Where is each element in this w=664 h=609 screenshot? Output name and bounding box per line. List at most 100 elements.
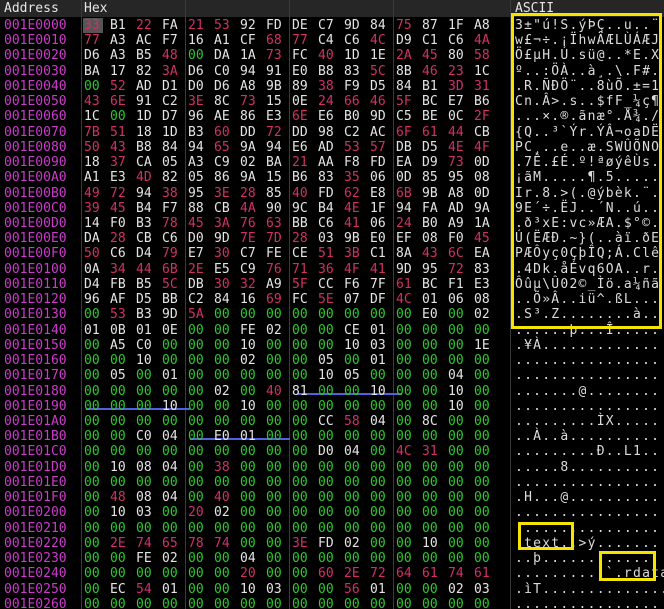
- hex-byte: 00: [266, 596, 282, 609]
- hex-byte: 00: [422, 353, 438, 369]
- address: 001E0160: [4, 353, 67, 369]
- hex-byte: 61: [474, 566, 490, 582]
- ascii-text: ................: [515, 368, 661, 384]
- hex-byte: 86: [214, 170, 230, 186]
- ascii-text: .7Ê.£É.º!ªøýêÙs.: [515, 155, 661, 171]
- hex-byte: 18: [84, 155, 100, 171]
- hex-byte: 15: [266, 170, 282, 186]
- ascii-text: {Q..³`Ýr.ÝÂ¬oaDË: [515, 124, 661, 140]
- address: 001E0210: [4, 520, 67, 536]
- ascii-text: PC¸..e..æ.SWÛÕNO: [515, 139, 661, 155]
- hex-byte: 3A: [162, 63, 178, 79]
- hex-byte: A8: [448, 185, 464, 201]
- hex-byte: B4: [318, 200, 334, 216]
- hex-byte: 00: [214, 368, 230, 384]
- hex-byte: 08: [474, 292, 490, 308]
- address: 001E0220: [4, 535, 67, 551]
- hex-byte: 4A: [240, 200, 256, 216]
- hex-byte: 00: [266, 353, 282, 369]
- hex-byte: 00: [214, 596, 230, 609]
- hex-byte: 00: [136, 398, 152, 414]
- hex-byte: 00: [318, 307, 334, 323]
- hex-byte: 00: [188, 520, 204, 536]
- hex-byte: 83: [318, 170, 334, 186]
- hex-byte: B3: [136, 215, 152, 231]
- hex-byte: 00: [318, 474, 334, 490]
- hex-byte: 1E: [474, 337, 490, 353]
- hex-byte: E6: [318, 109, 334, 125]
- hex-byte: DD: [292, 124, 308, 140]
- hex-byte: C6: [448, 33, 464, 49]
- hex-byte: 00: [84, 429, 100, 445]
- address: 001E00F0: [4, 246, 67, 262]
- hex-byte: 00: [266, 429, 282, 445]
- ascii-text: ..........`.rdata: [515, 566, 664, 582]
- ascii-text: ...×.®.ãnæ°.Å¾./: [515, 109, 661, 125]
- hex-byte: 56: [344, 581, 360, 597]
- hex-byte: 01: [370, 322, 386, 338]
- hex-byte: 94: [188, 139, 204, 155]
- address: 001E0130: [4, 307, 67, 323]
- hex-byte: 00: [240, 520, 256, 536]
- address: 001E01E0: [4, 474, 67, 490]
- hex-byte: 00: [240, 383, 256, 399]
- hex-byte: 51: [318, 246, 334, 262]
- hex-byte: 44: [136, 261, 152, 277]
- hex-byte: 00: [214, 444, 230, 460]
- underline: [86, 408, 190, 410]
- hex-byte: 00: [448, 307, 464, 323]
- hex-byte: FA: [162, 18, 178, 33]
- hex-byte: FD: [318, 535, 334, 551]
- hex-byte: 00: [474, 551, 490, 567]
- address: 001E0240: [4, 566, 67, 582]
- hex-byte: 38: [318, 78, 334, 94]
- address: 001E0230: [4, 551, 67, 567]
- hex-byte: 06: [370, 170, 386, 186]
- hex-byte: 4F: [474, 139, 490, 155]
- hex-byte: 00: [422, 459, 438, 475]
- address: 001E0030: [4, 63, 67, 79]
- hex-byte: 9D: [344, 18, 360, 33]
- hex-byte: 08: [422, 231, 438, 247]
- hex-byte: 74: [136, 535, 152, 551]
- hex-byte: 00: [344, 474, 360, 490]
- hex-byte: F7: [162, 200, 178, 216]
- hex-byte: 30: [214, 276, 230, 292]
- hex-byte: 9D: [370, 109, 386, 125]
- hex-byte: 03: [136, 505, 152, 521]
- hex-byte: C9: [240, 261, 256, 277]
- hex-byte: 00: [84, 413, 100, 429]
- hex-byte: 1D: [136, 109, 152, 125]
- hex-byte: 00: [110, 566, 126, 582]
- hex-byte: 00: [292, 444, 308, 460]
- hex-byte: 58: [474, 48, 490, 64]
- hex-byte: 00: [422, 398, 438, 414]
- hex-byte: 50: [84, 246, 100, 262]
- hex-byte: 00: [162, 596, 178, 609]
- hex-byte: B5: [136, 48, 152, 64]
- hex-byte: 00: [240, 368, 256, 384]
- ascii-text: º..:ÖÀ..à¸.\.F#.: [515, 63, 661, 79]
- hex-byte: 9D: [396, 261, 412, 277]
- hex-byte: 38: [162, 185, 178, 201]
- hex-byte: 5A: [188, 307, 204, 323]
- hex-byte: 00: [370, 490, 386, 506]
- hex-byte: 00: [448, 474, 464, 490]
- hex-byte: 45: [474, 231, 490, 247]
- hex-byte: 24: [396, 215, 412, 231]
- address: 001E0120: [4, 292, 67, 308]
- hex-byte: 10: [240, 581, 256, 597]
- hex-byte: 00: [110, 413, 126, 429]
- hex-byte: 14: [84, 215, 100, 231]
- hex-byte: 00: [188, 337, 204, 353]
- hex-byte: 02: [162, 551, 178, 567]
- hex-byte: AF: [110, 292, 126, 308]
- hex-byte: 00: [422, 368, 438, 384]
- hex-byte: 00: [318, 429, 334, 445]
- hex-byte: 82: [136, 63, 152, 79]
- hex-byte: 00: [318, 322, 334, 338]
- hex-byte: 1C: [84, 109, 100, 125]
- hex-byte: 83: [344, 63, 360, 79]
- hex-byte: 00: [344, 520, 360, 536]
- hex-byte: C0: [136, 337, 152, 353]
